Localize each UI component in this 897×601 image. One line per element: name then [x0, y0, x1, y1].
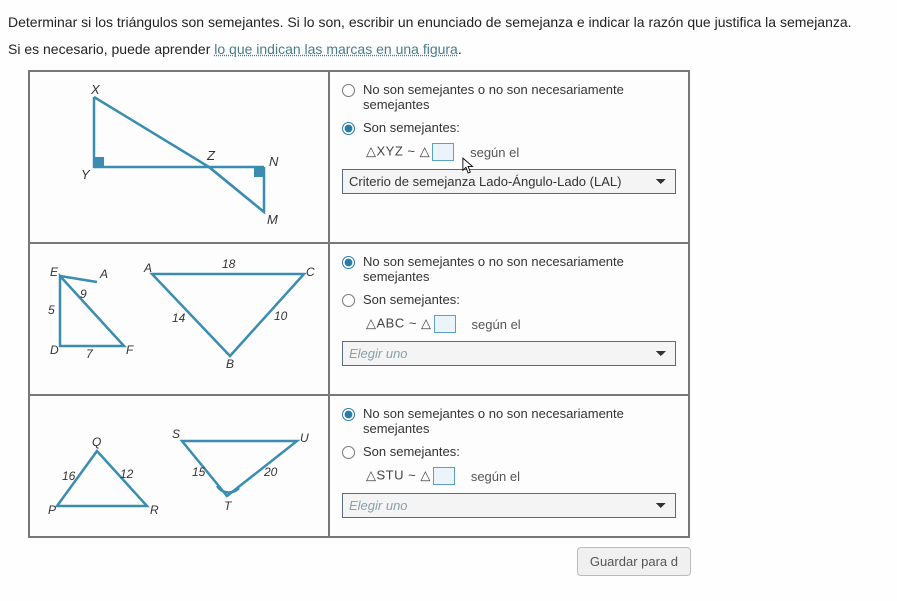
instruction-line-2a: Si es necesario, puede aprender [8, 41, 214, 57]
row2-segun-label: según el [472, 317, 521, 332]
options-cell-1: No son semejantes o no son necesariament… [329, 71, 689, 243]
row2-opt-yes-label: Son semejantes: [363, 292, 460, 307]
row1-opt-yes-label: Son semejantes: [363, 120, 460, 135]
row3-expr-lhs: △STU ~ △ [366, 467, 431, 482]
svg-text:20: 20 [263, 465, 278, 479]
row1-segun-label: según el [470, 145, 519, 160]
row3-opt-no-label: No son semejantes o no son necesariament… [363, 406, 676, 436]
row1-option-yes[interactable]: Son semejantes: [342, 120, 676, 135]
row1-expression-block: △XYZ ~ △ según el [366, 143, 676, 161]
svg-text:5: 5 [48, 303, 55, 317]
row3-segun-label: según el [471, 469, 520, 484]
options-cell-2: No son semejantes o no son necesariament… [329, 243, 689, 395]
svg-text:N: N [269, 154, 279, 169]
row2-radio-no[interactable] [342, 256, 355, 269]
svg-text:Y: Y [81, 167, 91, 182]
svg-text:S: S [172, 427, 180, 441]
marks-help-link[interactable]: lo que indican las marcas en una figura [214, 41, 458, 57]
svg-text:A: A [99, 267, 108, 281]
figure-2-svg: E A 5 9 D 7 F A 18 C 14 10 B [42, 254, 316, 384]
row2-triangle-input[interactable] [434, 315, 456, 333]
row3-radio-no[interactable] [342, 408, 355, 421]
svg-text:9: 9 [80, 287, 87, 301]
figure-cell-1: X Y Z N M [29, 71, 329, 243]
svg-text:F: F [126, 343, 134, 357]
svg-text:T: T [224, 499, 233, 513]
figure-cell-2: E A 5 9 D 7 F A 18 C 14 10 B [29, 243, 329, 395]
row3-expression-block: △STU ~ △ según el [366, 467, 676, 485]
svg-text:16: 16 [62, 469, 76, 483]
row3-expression: △STU ~ △ [366, 467, 455, 485]
options-cell-3: No son semejantes o no son necesariament… [329, 395, 689, 537]
svg-text:X: X [90, 82, 101, 97]
row2-option-yes[interactable]: Son semejantes: [342, 292, 676, 307]
svg-text:12: 12 [120, 467, 134, 481]
instructions-block: Determinar si los triángulos son semejan… [8, 12, 889, 60]
svg-text:R: R [150, 503, 159, 517]
row3-option-no[interactable]: No son semejantes o no son necesariament… [342, 406, 676, 436]
svg-text:10: 10 [274, 309, 288, 323]
svg-text:D: D [50, 343, 59, 357]
row2-expression: △ABC ~ △ [366, 315, 456, 333]
row2-criterion-dropdown[interactable]: Elegir uno [342, 341, 676, 366]
row1-triangle-input[interactable] [432, 143, 454, 161]
svg-text:15: 15 [192, 465, 206, 479]
svg-text:M: M [267, 212, 278, 227]
svg-text:U: U [300, 431, 309, 445]
row3-radio-yes[interactable] [342, 446, 355, 459]
row3-option-yes[interactable]: Son semejantes: [342, 444, 676, 459]
svg-text:A: A [143, 261, 152, 275]
svg-text:14: 14 [172, 311, 186, 325]
row1-radio-no[interactable] [342, 84, 355, 97]
svg-text:Z: Z [206, 148, 216, 163]
row1-expression: △XYZ ~ △ [366, 143, 454, 161]
problems-grid: X Y Z N M No son semejantes o no son nec… [28, 70, 690, 538]
figure-1-svg: X Y Z N M [49, 82, 309, 232]
row1-criterion-dropdown[interactable]: Criterio de semejanza Lado-Ángulo-Lado (… [342, 169, 676, 194]
instruction-line-2b: . [458, 41, 462, 57]
row3-opt-yes-label: Son semejantes: [363, 444, 460, 459]
row1-option-no[interactable]: No son semejantes o no son necesariament… [342, 82, 676, 112]
svg-text:18: 18 [222, 257, 236, 271]
row2-expression-block: △ABC ~ △ según el [366, 315, 676, 333]
svg-text:E: E [50, 265, 59, 279]
row1-radio-yes[interactable] [342, 122, 355, 135]
svg-text:P: P [48, 503, 56, 517]
row1-expr-lhs: △XYZ ~ △ [366, 143, 430, 158]
figure-cell-3: P Q R 16 12 S U T 15 20 [29, 395, 329, 537]
svg-text:Q: Q [92, 435, 101, 449]
svg-text:C: C [306, 265, 315, 279]
row2-expr-lhs: △ABC ~ △ [366, 315, 432, 330]
instruction-line-2: Si es necesario, puede aprender lo que i… [8, 39, 889, 60]
row3-criterion-dropdown[interactable]: Elegir uno [342, 493, 676, 518]
instruction-line-1: Determinar si los triángulos son semejan… [8, 12, 889, 33]
row2-radio-yes[interactable] [342, 294, 355, 307]
row3-triangle-input[interactable] [433, 467, 455, 485]
row2-option-no[interactable]: No son semejantes o no son necesariament… [342, 254, 676, 284]
figure-3-svg: P Q R 16 12 S U T 15 20 [42, 406, 316, 526]
save-button[interactable]: Guardar para d [577, 547, 691, 576]
row1-opt-no-label: No son semejantes o no son necesariament… [363, 82, 676, 112]
svg-text:B: B [226, 357, 234, 371]
row2-opt-no-label: No son semejantes o no son necesariament… [363, 254, 676, 284]
